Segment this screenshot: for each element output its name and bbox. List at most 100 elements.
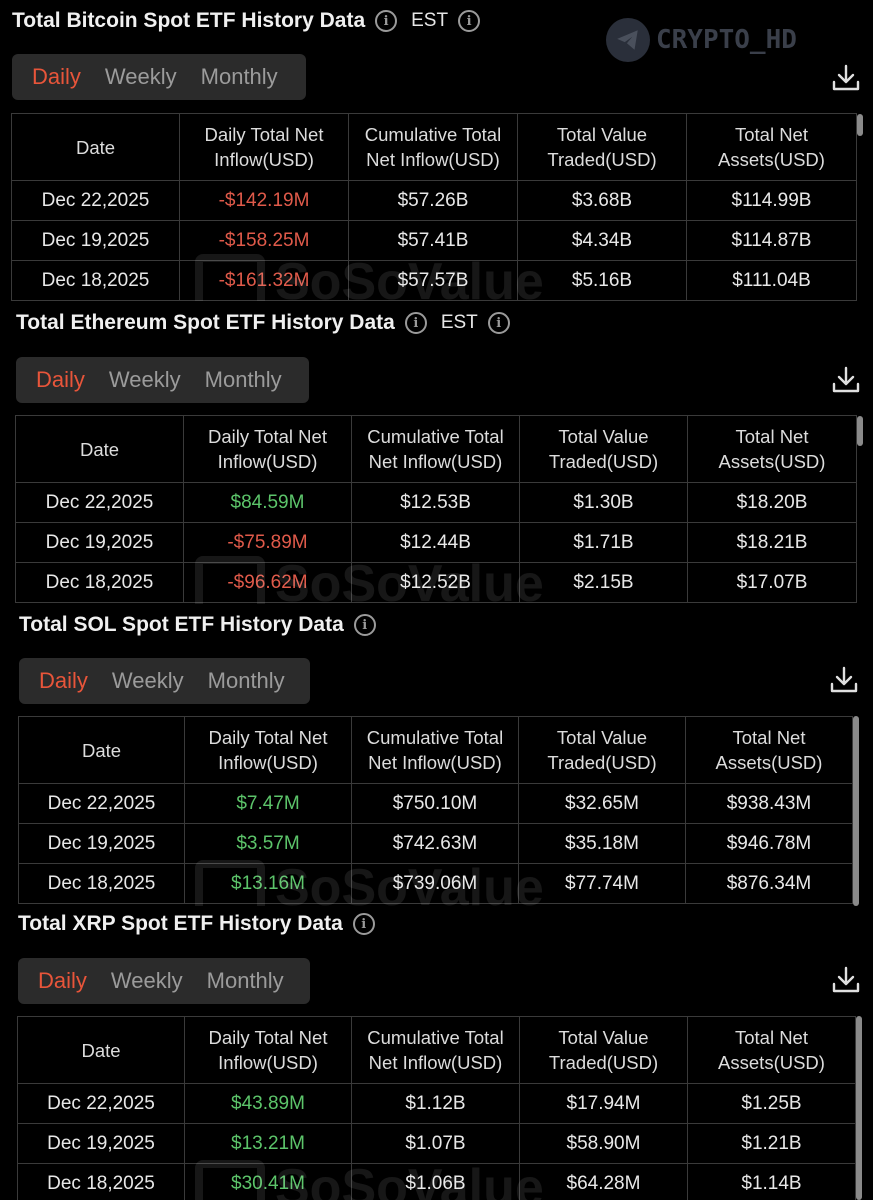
inflow-cell: $13.21M [184, 1123, 352, 1164]
column-header: Date [15, 415, 184, 483]
traded-cell: $35.18M [518, 823, 686, 864]
cumulative-cell: $57.41B [348, 220, 518, 261]
brand-watermark-text: CRYPTO_HD [656, 25, 797, 55]
tab-monthly[interactable]: Monthly [206, 968, 284, 993]
traded-cell: $64.28M [519, 1163, 688, 1200]
table-row[interactable]: Dec 18,2025 $30.41M $1.06B $64.28M $1.14… [17, 1163, 856, 1200]
tab-weekly[interactable]: Weekly [110, 968, 183, 993]
scrollbar[interactable] [857, 114, 863, 136]
cumulative-cell: $1.06B [351, 1163, 520, 1200]
table-row[interactable]: Dec 19,2025 $13.21M $1.07B $58.90M $1.21… [17, 1123, 856, 1164]
section-title: Total Bitcoin Spot ETF History Data [12, 9, 366, 32]
column-header: Total Net Assets(USD) [687, 1016, 856, 1084]
table-row[interactable]: Dec 22,2025 $7.47M $750.10M $32.65M $938… [18, 783, 853, 824]
tab-weekly[interactable]: Weekly [108, 367, 181, 392]
period-tabs: Daily Weekly Monthly [12, 54, 306, 100]
assets-cell: $18.21B [687, 522, 857, 563]
traded-cell: $58.90M [519, 1123, 688, 1164]
traded-cell: $17.94M [519, 1083, 688, 1124]
tab-daily[interactable]: Daily [39, 668, 88, 693]
date-cell: Dec 18,2025 [15, 562, 184, 603]
table-header-row: Date Daily Total Net Inflow(USD) Cumulat… [17, 1016, 856, 1084]
traded-cell: $3.68B [517, 180, 687, 221]
info-icon[interactable]: i [353, 614, 376, 636]
table-row[interactable]: Dec 18,2025 $13.16M $739.06M $77.74M $87… [18, 863, 853, 904]
info-icon[interactable]: i [458, 10, 481, 32]
column-header: Daily Total Net Inflow(USD) [184, 1016, 352, 1084]
table-header-row: Date Daily Total Net Inflow(USD) Cumulat… [18, 716, 853, 784]
table-row[interactable]: Dec 19,2025 $3.57M $742.63M $35.18M $946… [18, 823, 853, 864]
section-title: Total SOL Spot ETF History Data [19, 613, 344, 636]
table-header-row: Date Daily Total Net Inflow(USD) Cumulat… [11, 113, 857, 181]
etf-history-table: Date Daily Total Net Inflow(USD) Cumulat… [11, 113, 857, 301]
date-cell: Dec 22,2025 [15, 482, 184, 523]
tab-daily[interactable]: Daily [36, 367, 85, 392]
inflow-cell: $3.57M [184, 823, 352, 864]
tab-weekly[interactable]: Weekly [111, 668, 184, 693]
etf-history-table: Date Daily Total Net Inflow(USD) Cumulat… [17, 1016, 856, 1200]
cumulative-cell: $1.12B [351, 1083, 520, 1124]
traded-cell: $32.65M [518, 783, 686, 824]
table-row[interactable]: Dec 22,2025 -$142.19M $57.26B $3.68B $11… [11, 180, 857, 221]
timezone-label: EST [440, 312, 478, 333]
table-row[interactable]: Dec 19,2025 -$158.25M $57.41B $4.34B $11… [11, 220, 857, 261]
period-tabs: Daily Weekly Monthly [19, 658, 310, 704]
date-cell: Dec 19,2025 [11, 220, 180, 261]
tab-monthly[interactable]: Monthly [204, 367, 282, 392]
column-header: Cumulative Total Net Inflow(USD) [348, 113, 518, 181]
inflow-cell: -$96.62M [183, 562, 352, 603]
inflow-cell: -$75.89M [183, 522, 352, 563]
etf-history-table: Date Daily Total Net Inflow(USD) Cumulat… [18, 716, 853, 904]
tab-daily[interactable]: Daily [32, 64, 81, 89]
info-icon[interactable]: i [375, 10, 398, 32]
ethereum-etf-section: Total Ethereum Spot ETF History Data i E… [0, 302, 873, 604]
assets-cell: $111.04B [686, 260, 857, 301]
info-icon[interactable]: i [352, 913, 375, 935]
telegram-icon [606, 18, 650, 62]
info-icon[interactable]: i [404, 312, 427, 334]
scrollbar[interactable] [857, 416, 863, 446]
cumulative-cell: $12.44B [351, 522, 520, 563]
table-row[interactable]: Dec 22,2025 $43.89M $1.12B $17.94M $1.25… [17, 1083, 856, 1124]
download-icon[interactable] [828, 664, 860, 696]
scrollbar[interactable] [853, 716, 859, 906]
section-title: Total XRP Spot ETF History Data [18, 912, 343, 935]
tab-daily[interactable]: Daily [38, 968, 87, 993]
tab-monthly[interactable]: Monthly [200, 64, 278, 89]
table-row[interactable]: Dec 19,2025 -$75.89M $12.44B $1.71B $18.… [15, 522, 857, 563]
table-row[interactable]: Dec 18,2025 -$161.32M $57.57B $5.16B $11… [11, 260, 857, 301]
traded-cell: $77.74M [518, 863, 686, 904]
cumulative-cell: $750.10M [351, 783, 519, 824]
cumulative-cell: $742.63M [351, 823, 519, 864]
column-header: Total Value Traded(USD) [517, 113, 687, 181]
inflow-cell: -$158.25M [179, 220, 349, 261]
column-header: Total Value Traded(USD) [519, 415, 688, 483]
table-row[interactable]: Dec 22,2025 $84.59M $12.53B $1.30B $18.2… [15, 482, 857, 523]
download-icon[interactable] [830, 964, 862, 996]
tab-monthly[interactable]: Monthly [207, 668, 285, 693]
inflow-cell: -$142.19M [179, 180, 349, 221]
download-icon[interactable] [830, 364, 862, 396]
assets-cell: $946.78M [685, 823, 853, 864]
column-header: Date [17, 1016, 185, 1084]
column-header: Total Net Assets(USD) [687, 415, 857, 483]
assets-cell: $876.34M [685, 863, 853, 904]
date-cell: Dec 22,2025 [17, 1083, 185, 1124]
column-header: Cumulative Total Net Inflow(USD) [351, 415, 520, 483]
assets-cell: $18.20B [687, 482, 857, 523]
table-row[interactable]: Dec 18,2025 -$96.62M $12.52B $2.15B $17.… [15, 562, 857, 603]
scrollbar[interactable] [856, 1016, 862, 1200]
date-cell: Dec 18,2025 [18, 863, 185, 904]
assets-cell: $114.99B [686, 180, 857, 221]
tab-weekly[interactable]: Weekly [104, 64, 177, 89]
crypto-hd-watermark: CRYPTO_HD [606, 18, 797, 62]
date-cell: Dec 18,2025 [17, 1163, 185, 1200]
assets-cell: $938.43M [685, 783, 853, 824]
column-header: Date [18, 716, 185, 784]
date-cell: Dec 19,2025 [18, 823, 185, 864]
period-tabs: Daily Weekly Monthly [18, 958, 310, 1004]
info-icon[interactable]: i [487, 312, 510, 334]
download-icon[interactable] [830, 62, 862, 94]
date-cell: Dec 22,2025 [11, 180, 180, 221]
cumulative-cell: $57.57B [348, 260, 518, 301]
